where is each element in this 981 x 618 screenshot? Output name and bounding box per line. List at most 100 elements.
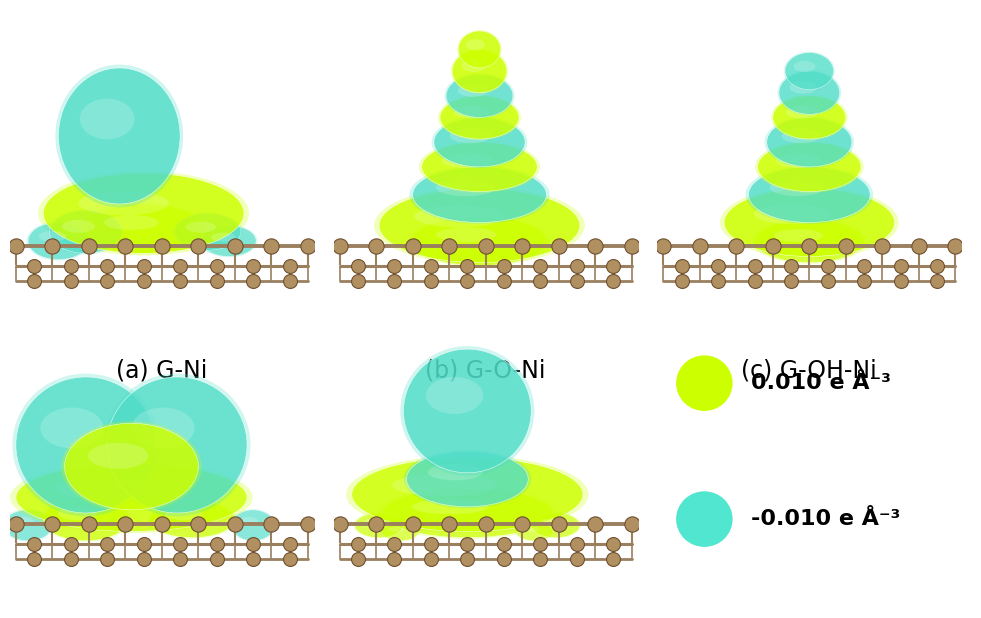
Ellipse shape bbox=[532, 513, 580, 538]
Ellipse shape bbox=[174, 213, 241, 250]
Ellipse shape bbox=[754, 219, 864, 263]
Ellipse shape bbox=[104, 215, 159, 230]
Ellipse shape bbox=[353, 512, 405, 538]
Ellipse shape bbox=[438, 95, 521, 140]
Ellipse shape bbox=[439, 96, 519, 139]
Ellipse shape bbox=[79, 98, 134, 139]
Ellipse shape bbox=[65, 423, 198, 510]
Ellipse shape bbox=[78, 191, 169, 215]
Ellipse shape bbox=[378, 487, 557, 539]
Ellipse shape bbox=[434, 117, 525, 167]
Ellipse shape bbox=[239, 517, 258, 526]
Ellipse shape bbox=[13, 373, 159, 516]
Ellipse shape bbox=[4, 510, 52, 541]
Ellipse shape bbox=[43, 173, 244, 253]
Ellipse shape bbox=[41, 496, 130, 542]
Ellipse shape bbox=[779, 71, 840, 114]
Ellipse shape bbox=[755, 141, 863, 193]
Ellipse shape bbox=[403, 450, 532, 508]
Ellipse shape bbox=[352, 457, 583, 531]
Ellipse shape bbox=[436, 227, 496, 242]
Ellipse shape bbox=[38, 231, 66, 242]
Ellipse shape bbox=[751, 218, 867, 264]
Ellipse shape bbox=[56, 479, 160, 499]
Ellipse shape bbox=[515, 522, 553, 541]
Ellipse shape bbox=[185, 221, 216, 233]
Ellipse shape bbox=[516, 522, 552, 541]
Ellipse shape bbox=[442, 153, 494, 168]
Ellipse shape bbox=[173, 212, 242, 251]
Ellipse shape bbox=[107, 377, 247, 513]
Ellipse shape bbox=[426, 377, 484, 414]
Ellipse shape bbox=[43, 497, 129, 541]
Ellipse shape bbox=[62, 220, 95, 233]
Ellipse shape bbox=[776, 153, 822, 168]
Ellipse shape bbox=[147, 499, 237, 538]
Ellipse shape bbox=[383, 522, 419, 541]
Ellipse shape bbox=[79, 203, 208, 255]
Ellipse shape bbox=[452, 49, 507, 93]
Ellipse shape bbox=[49, 210, 123, 253]
Ellipse shape bbox=[724, 188, 895, 256]
Ellipse shape bbox=[540, 519, 561, 526]
Ellipse shape bbox=[784, 51, 835, 90]
Ellipse shape bbox=[409, 166, 549, 224]
Ellipse shape bbox=[10, 462, 253, 533]
Ellipse shape bbox=[150, 501, 234, 538]
Ellipse shape bbox=[104, 373, 250, 516]
Ellipse shape bbox=[379, 188, 580, 263]
Ellipse shape bbox=[131, 408, 194, 449]
Ellipse shape bbox=[406, 451, 528, 507]
Ellipse shape bbox=[374, 187, 585, 265]
Ellipse shape bbox=[363, 519, 386, 526]
Ellipse shape bbox=[458, 84, 488, 97]
Ellipse shape bbox=[61, 421, 202, 512]
Ellipse shape bbox=[457, 30, 502, 69]
Ellipse shape bbox=[382, 522, 420, 541]
Ellipse shape bbox=[55, 64, 183, 208]
Ellipse shape bbox=[414, 205, 504, 227]
Ellipse shape bbox=[720, 187, 899, 258]
Ellipse shape bbox=[47, 209, 125, 255]
Ellipse shape bbox=[38, 171, 249, 255]
Text: (c) G-OH-Ni: (c) G-OH-Ni bbox=[742, 358, 877, 383]
Ellipse shape bbox=[40, 408, 103, 449]
Ellipse shape bbox=[413, 167, 546, 222]
Ellipse shape bbox=[773, 96, 846, 139]
Ellipse shape bbox=[782, 129, 820, 143]
Ellipse shape bbox=[749, 167, 870, 222]
Ellipse shape bbox=[346, 455, 589, 533]
Ellipse shape bbox=[436, 179, 496, 196]
Ellipse shape bbox=[82, 204, 204, 253]
Ellipse shape bbox=[450, 129, 490, 143]
Ellipse shape bbox=[16, 377, 156, 513]
Ellipse shape bbox=[770, 179, 825, 196]
Ellipse shape bbox=[413, 216, 546, 266]
Ellipse shape bbox=[432, 116, 528, 168]
Ellipse shape bbox=[428, 464, 483, 480]
Ellipse shape bbox=[785, 53, 834, 90]
Ellipse shape bbox=[746, 166, 873, 224]
Text: -0.010 e Å⁻³: -0.010 e Å⁻³ bbox=[751, 509, 901, 529]
Ellipse shape bbox=[28, 222, 89, 260]
Ellipse shape bbox=[59, 68, 181, 204]
Ellipse shape bbox=[12, 517, 34, 526]
Ellipse shape bbox=[777, 70, 842, 116]
Ellipse shape bbox=[458, 31, 500, 68]
Text: 0.010 e Å⁻³: 0.010 e Å⁻³ bbox=[751, 373, 892, 393]
Text: (a) G-Ni: (a) G-Ni bbox=[116, 358, 208, 383]
Ellipse shape bbox=[774, 229, 823, 242]
Ellipse shape bbox=[392, 474, 496, 496]
Ellipse shape bbox=[771, 95, 848, 140]
Ellipse shape bbox=[794, 61, 815, 72]
Circle shape bbox=[676, 491, 733, 547]
Ellipse shape bbox=[419, 141, 541, 193]
Ellipse shape bbox=[451, 48, 508, 94]
Ellipse shape bbox=[412, 499, 489, 514]
Ellipse shape bbox=[26, 221, 90, 260]
Ellipse shape bbox=[383, 488, 552, 538]
Ellipse shape bbox=[466, 39, 485, 50]
Ellipse shape bbox=[523, 527, 539, 532]
Ellipse shape bbox=[400, 346, 535, 476]
Ellipse shape bbox=[231, 509, 276, 541]
